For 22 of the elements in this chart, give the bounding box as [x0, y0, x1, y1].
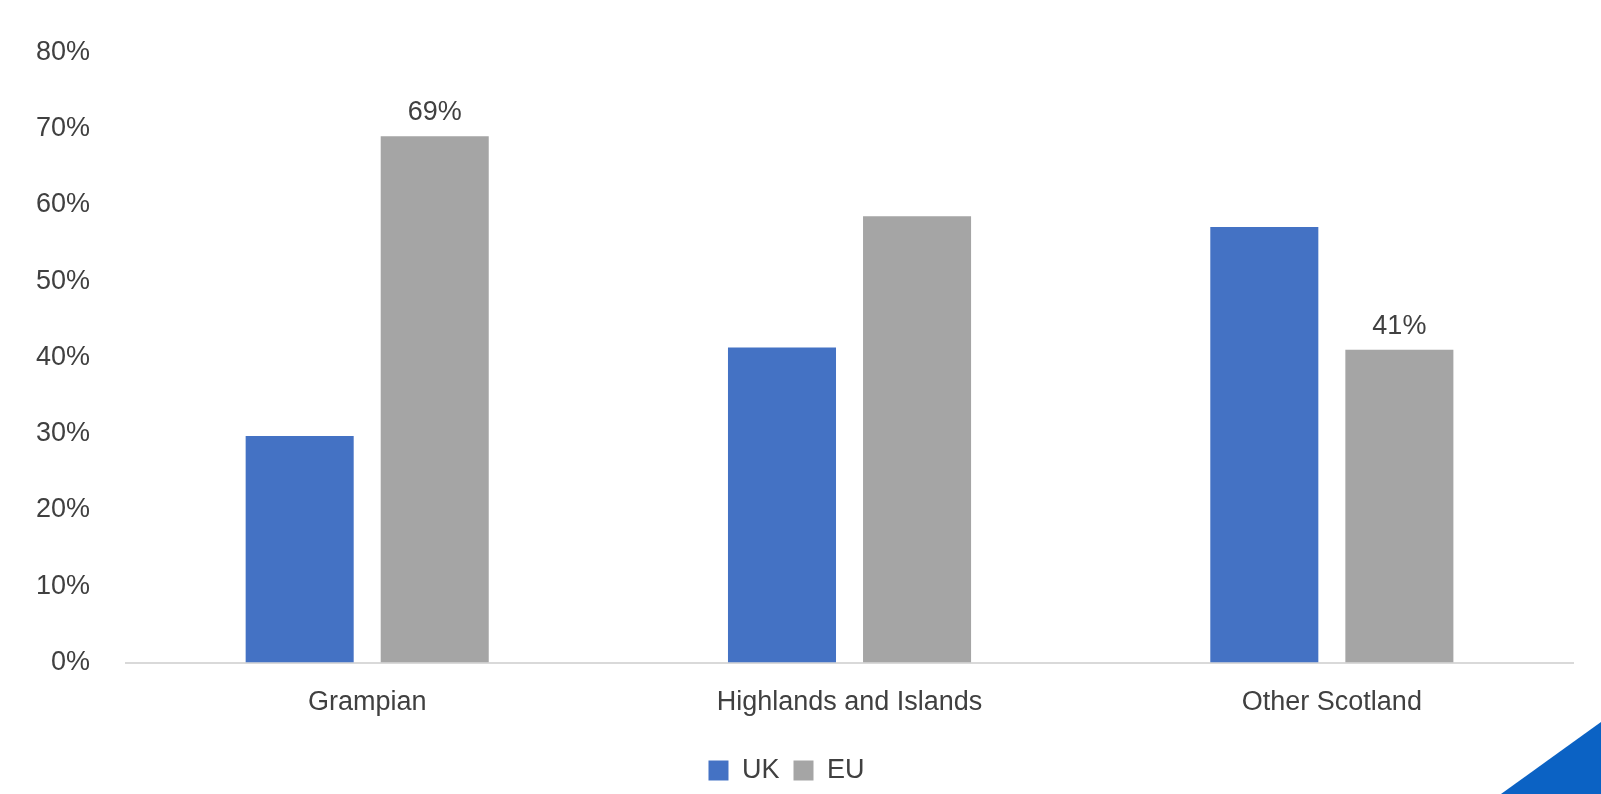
bar	[380, 136, 489, 663]
x-tick-label: Grampian	[307, 686, 427, 717]
y-tick-label: 20%	[35, 493, 91, 524]
bar	[1345, 349, 1454, 663]
y-tick-label: 80%	[35, 35, 91, 66]
data-label: 69%	[407, 96, 462, 127]
y-tick-label: 50%	[35, 264, 91, 295]
legend-label: UK	[741, 753, 780, 784]
y-tick-label: 30%	[35, 417, 91, 448]
legend-label: EU	[827, 753, 865, 784]
x-tick-label: Highlands and Islands	[716, 686, 983, 717]
bar	[863, 216, 972, 663]
y-tick-label: 10%	[35, 569, 91, 600]
x-tick-label: Other Scotland	[1241, 686, 1422, 717]
y-tick-label: 70%	[35, 111, 91, 142]
data-label: 41%	[1372, 309, 1427, 340]
y-tick-label: 40%	[35, 340, 91, 371]
y-tick-label: 0%	[51, 646, 91, 677]
bar	[727, 347, 837, 663]
y-tick-label: 60%	[35, 188, 91, 219]
bar	[1210, 226, 1319, 663]
bar	[245, 435, 354, 663]
